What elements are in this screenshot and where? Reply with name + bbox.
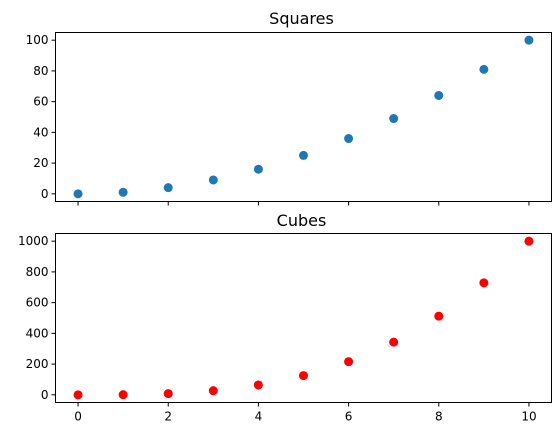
y-tick-label: 400	[26, 326, 49, 340]
subplot-cubes: Cubes 0 2 4 6 8 10 0 200 400 600 800 1000	[18, 211, 552, 424]
y-tick-label: 0	[41, 388, 49, 402]
y-axis: 0 20 40 60 80 100	[26, 33, 56, 201]
data-point	[434, 90, 444, 100]
data-point	[163, 389, 173, 399]
y-tick-label: 0	[41, 187, 49, 201]
y-tick-label: 80	[33, 64, 48, 78]
x-tick-label: 10	[521, 410, 536, 424]
data-point	[118, 390, 128, 400]
x-tick-label: 0	[74, 410, 82, 424]
data-point	[299, 371, 308, 381]
y-tick-label: 600	[26, 296, 49, 310]
x-tick-label: 6	[345, 410, 353, 424]
plot-frame	[55, 32, 552, 202]
data-point	[299, 150, 308, 160]
y-axis: 0 200 400 600 800 1000	[18, 234, 56, 402]
data-point	[73, 390, 83, 400]
y-tick-label: 60	[33, 95, 48, 109]
data-point	[73, 189, 83, 199]
data-point	[524, 236, 534, 246]
y-tick-label: 40	[33, 125, 48, 139]
data-point	[253, 380, 263, 390]
data-point	[479, 278, 489, 288]
data-point	[208, 175, 218, 185]
data-point	[389, 114, 399, 124]
subplot-squares: Squares 0 20 40 60 80 100	[26, 9, 552, 206]
data-point	[434, 311, 444, 321]
y-tick-label: 100	[26, 33, 49, 47]
plot-points	[73, 35, 534, 199]
data-point	[163, 183, 173, 193]
x-tick-label: 8	[435, 410, 443, 424]
data-point	[524, 35, 534, 45]
x-tick-label: 2	[164, 410, 172, 424]
data-point	[208, 386, 218, 396]
plot-frame	[55, 233, 552, 403]
data-point	[344, 357, 354, 367]
y-tick-label: 20	[33, 156, 48, 170]
y-tick-label: 800	[26, 265, 49, 279]
data-point	[479, 64, 489, 74]
chart-title: Cubes	[277, 211, 327, 230]
x-axis: 0 2 4 6 8 10	[74, 402, 537, 424]
data-point	[118, 187, 128, 197]
chart-title: Squares	[269, 9, 334, 28]
data-point	[253, 164, 263, 174]
y-tick-label: 1000	[18, 234, 49, 248]
plot-points	[73, 236, 534, 400]
x-axis	[77, 201, 530, 206]
x-tick-label: 4	[255, 410, 263, 424]
y-tick-label: 200	[26, 357, 49, 371]
data-point	[344, 134, 354, 144]
data-point	[389, 337, 399, 347]
